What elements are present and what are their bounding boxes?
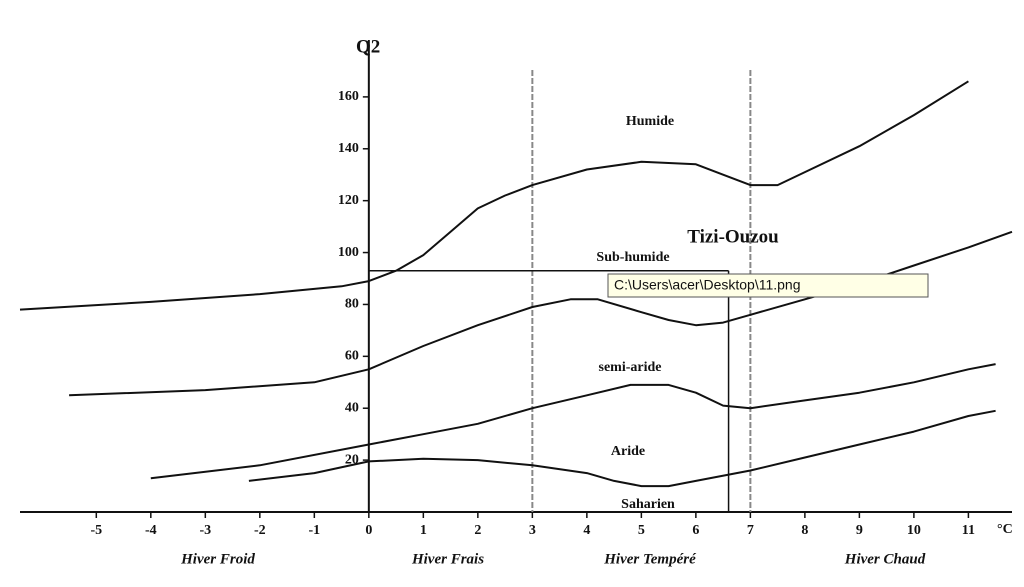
x-tick-label: 11	[962, 523, 975, 538]
season-label: Hiver Tempéré	[603, 551, 697, 567]
season-label: Hiver Frais	[411, 551, 484, 567]
tooltip-box	[607, 273, 929, 298]
y-tick-label: 140	[338, 141, 359, 156]
season-label: Hiver Chaud	[844, 551, 926, 567]
zone-label: Saharien	[621, 497, 675, 512]
zone-label: Aride	[611, 444, 645, 459]
zone-label: Sub-humide	[596, 250, 669, 265]
x-tick-label: 2	[474, 523, 481, 538]
plot: -5 -4 -3 -2 -1 0 1 2 3 4 5 6 7 8 9 10 112040608010012014…	[19, 40, 1013, 538]
annotation-label: Tizi-Ouzou	[687, 226, 779, 247]
y-tick-label: 120	[338, 193, 359, 208]
x-tick-label: -2	[254, 523, 266, 538]
x-tick-label: 6	[692, 523, 699, 538]
curve	[248, 409, 996, 488]
x-tick-label: 8	[801, 523, 808, 538]
x-tick-label: 9	[856, 523, 863, 538]
y-tick-label: 80	[345, 297, 359, 312]
y-tick-label: 100	[338, 245, 359, 260]
curve	[150, 363, 996, 480]
x-tick-label: 1	[420, 523, 427, 538]
x-tick-label: -3	[199, 523, 211, 538]
y-tick-label: 160	[338, 89, 359, 104]
x-tick-label: -1	[308, 523, 320, 538]
x-tick-label: 10	[907, 523, 921, 538]
x-tick-label: 5	[638, 523, 645, 538]
x-tick-label: -5	[90, 523, 102, 538]
x-axis-label: °C	[997, 522, 1013, 537]
y-tick-label: 60	[345, 349, 359, 364]
x-tick-label: 0	[365, 523, 372, 538]
y-tick-label: 40	[345, 400, 359, 415]
x-tick-label: 3	[529, 523, 536, 538]
tooltip-text: C:\Users\acer\Desktop\11.png	[614, 277, 801, 293]
x-tick-label: -4	[145, 523, 157, 538]
x-tick-label: 7	[747, 523, 754, 538]
season-label: Hiver Froid	[180, 551, 255, 567]
x-tick-label: 4	[583, 523, 590, 538]
curve	[19, 80, 969, 311]
zone-label: Humide	[626, 114, 674, 129]
zone-label: semi-aride	[599, 360, 662, 375]
